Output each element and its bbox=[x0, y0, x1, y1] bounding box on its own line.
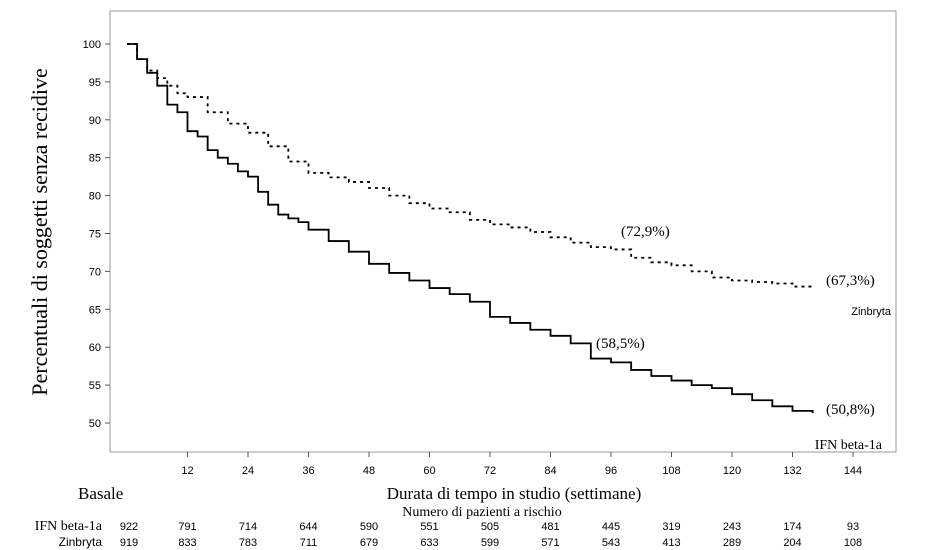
value-annotation: (72,9%) bbox=[621, 224, 670, 240]
y-tick-label: 95 bbox=[89, 77, 101, 89]
y-tick-label: 75 bbox=[89, 229, 101, 241]
y-tick-label: 60 bbox=[89, 342, 101, 354]
risk-cell: 919 bbox=[120, 537, 138, 549]
risk-cell: 679 bbox=[360, 537, 378, 549]
risk-cell: 174 bbox=[783, 521, 801, 533]
risk-cell: 791 bbox=[178, 521, 196, 533]
risk-cell: 783 bbox=[239, 537, 257, 549]
risk-row-label: Zinbryta bbox=[59, 535, 103, 549]
x-axis-ticks: 12 24 36 48 60 72 84 96 108 120 132 144 bbox=[181, 452, 862, 477]
risk-cell: 922 bbox=[120, 521, 138, 533]
baseline-label: Basale bbox=[78, 484, 123, 503]
x-tick-label: 48 bbox=[363, 465, 375, 477]
series-label: IFN beta-1a bbox=[815, 438, 883, 453]
x-tick-label: 84 bbox=[544, 465, 556, 477]
risk-cell: 319 bbox=[662, 521, 680, 533]
x-tick-label: 36 bbox=[302, 465, 314, 477]
risk-cell: 93 bbox=[847, 521, 859, 533]
risk-table: IFN beta-1a 922 791 714 644 590 551 505 481 445 31… bbox=[35, 519, 862, 549]
y-axis-label: Percentuali di soggetti senza recidive bbox=[27, 68, 52, 395]
risk-cell: 571 bbox=[541, 537, 559, 549]
y-tick-label: 80 bbox=[89, 191, 101, 203]
risk-cell: 599 bbox=[481, 537, 499, 549]
x-tick-label: 72 bbox=[484, 465, 496, 477]
x-tick-label: 108 bbox=[662, 465, 680, 477]
x-tick-label: 144 bbox=[844, 465, 862, 477]
series-line-zinbryta bbox=[127, 43, 814, 289]
risk-cell: 543 bbox=[602, 537, 620, 549]
x-tick-label: 60 bbox=[423, 465, 435, 477]
x-axis-label: Durata di tempo in studio (settimane) bbox=[387, 484, 641, 503]
value-annotation: (50,8%) bbox=[826, 402, 875, 418]
risk-cell: 633 bbox=[420, 537, 438, 549]
risk-cell: 481 bbox=[541, 521, 559, 533]
series-label: Zinbryta bbox=[851, 306, 892, 318]
risk-row-label: IFN beta-1a bbox=[35, 519, 103, 534]
risk-cell: 505 bbox=[481, 521, 499, 533]
y-tick-label: 100 bbox=[83, 39, 101, 51]
risk-table-title: Numero di pazienti a rischio bbox=[402, 505, 561, 520]
y-tick-label: 50 bbox=[89, 418, 101, 430]
risk-cell: 243 bbox=[723, 521, 741, 533]
risk-cell: 289 bbox=[723, 537, 741, 549]
risk-cell: 590 bbox=[360, 521, 378, 533]
x-tick-label: 120 bbox=[723, 465, 741, 477]
y-tick-label: 65 bbox=[89, 304, 101, 316]
x-tick-label: 132 bbox=[783, 465, 801, 477]
risk-cell: 204 bbox=[783, 537, 801, 549]
risk-cell: 551 bbox=[420, 521, 438, 533]
value-annotation: (67,3%) bbox=[826, 273, 875, 289]
y-tick-label: 55 bbox=[89, 380, 101, 392]
plot-area-frame bbox=[109, 10, 897, 453]
risk-cell: 445 bbox=[602, 521, 620, 533]
y-tick-label: 85 bbox=[89, 153, 101, 165]
series-line-ifn-beta-1a bbox=[127, 43, 814, 414]
x-tick-label: 24 bbox=[242, 465, 254, 477]
y-axis-ticks: 100 95 90 85 80 75 70 65 60 55 50 bbox=[83, 39, 110, 430]
survival-curves bbox=[127, 43, 814, 414]
y-tick-label: 70 bbox=[89, 266, 101, 278]
x-tick-label: 96 bbox=[605, 465, 617, 477]
risk-cell: 644 bbox=[299, 521, 317, 533]
risk-cell: 711 bbox=[300, 537, 318, 549]
y-tick-label: 90 bbox=[89, 115, 101, 127]
x-tick-label: 12 bbox=[181, 465, 193, 477]
annotations: (72,9%) (67,3%) (58,5%) (50,8%) Zinbryta IFN … bbox=[596, 224, 892, 453]
risk-cell: 108 bbox=[844, 537, 862, 549]
value-annotation: (58,5%) bbox=[596, 336, 645, 352]
risk-cell: 413 bbox=[662, 537, 680, 549]
risk-cell: 714 bbox=[239, 521, 257, 533]
risk-cell: 833 bbox=[178, 537, 196, 549]
